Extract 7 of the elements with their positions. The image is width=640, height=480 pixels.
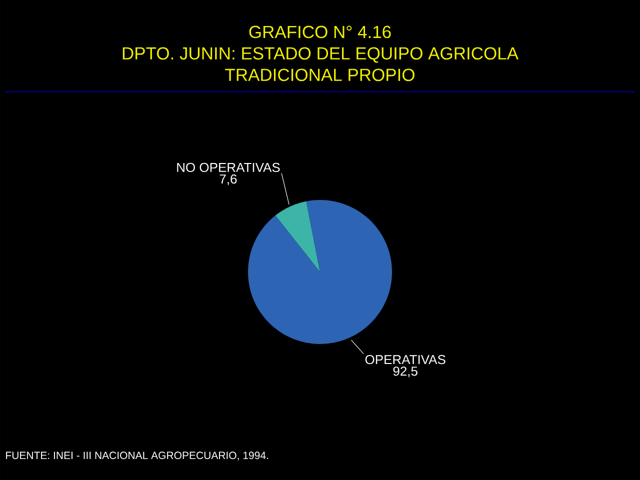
slice-label: NO OPERATIVAS — [177, 162, 280, 172]
data-label: 7,6 — [220, 174, 237, 186]
source-note: FUENTE: INEI - III NACIONAL AGROPECUARIO, 1994. — [6, 452, 268, 460]
data-label: 92,5 — [393, 366, 418, 378]
chart-title: GRAFICO N° 4.16 — [249, 26, 391, 38]
slice-label: OPERATIVAS — [365, 354, 446, 364]
chart-subtitle: DPTO. JUNIN: ESTADO DEL EQUIPO AGRICOLA TRADICIONAL PROPIO — [122, 47, 518, 82]
